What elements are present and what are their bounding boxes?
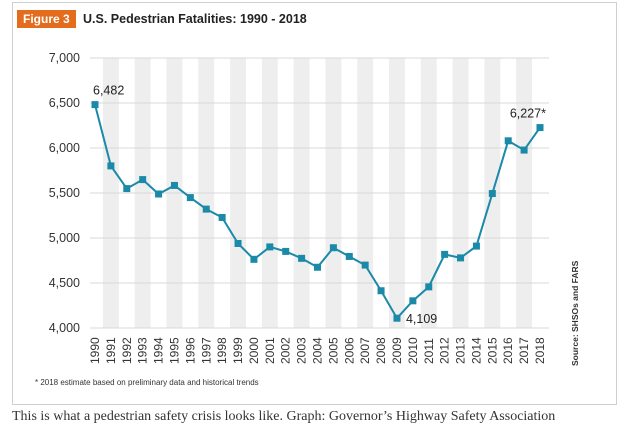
y-tick-label: 6,500 <box>49 96 80 110</box>
figure-badge: Figure 3 <box>17 10 76 28</box>
x-tick-label: 1992 <box>120 337 134 364</box>
data-point <box>504 137 512 145</box>
data-point <box>298 254 306 262</box>
data-point <box>520 146 528 154</box>
data-point <box>123 185 131 193</box>
data-point <box>425 283 433 291</box>
data-point <box>393 314 401 322</box>
x-tick-label: 1999 <box>231 337 245 364</box>
x-tick-label: 2018 <box>533 337 547 364</box>
data-point <box>345 252 353 260</box>
data-point <box>488 190 496 198</box>
x-tick-label: 2013 <box>454 337 468 364</box>
data-label: 6,482 <box>93 84 124 98</box>
x-tick-label: 2006 <box>342 337 356 364</box>
data-point <box>155 190 163 198</box>
x-tick-label: 2010 <box>406 337 420 364</box>
data-point <box>234 239 242 247</box>
y-tick-label: 7,000 <box>49 51 80 65</box>
x-tick-label: 1998 <box>215 337 229 364</box>
y-tick-label: 6,000 <box>49 141 80 155</box>
data-point <box>377 287 385 295</box>
x-tick-label: 2015 <box>485 337 499 364</box>
x-tick-label: 1995 <box>167 337 181 364</box>
x-tick-label: 2014 <box>469 337 483 364</box>
data-point <box>186 194 194 202</box>
x-tick-label: 1990 <box>88 337 102 364</box>
x-tick-label: 2005 <box>326 337 340 364</box>
x-tick-label: 2008 <box>374 337 388 364</box>
x-tick-label: 2003 <box>295 337 309 364</box>
caption: This is what a pedestrian safety crisis … <box>12 409 556 424</box>
data-point <box>536 124 544 132</box>
x-tick-label: 2007 <box>358 337 372 364</box>
data-point <box>282 247 290 255</box>
data-point <box>91 101 99 109</box>
x-tick-label: 2011 <box>422 338 436 364</box>
data-point <box>329 244 337 252</box>
x-tick-label: 2016 <box>501 337 515 364</box>
x-tick-label: 1994 <box>152 337 166 364</box>
y-tick-label: 4,000 <box>49 321 80 335</box>
x-tick-label: 2017 <box>517 337 531 364</box>
data-point <box>139 176 147 184</box>
y-tick-label: 5,000 <box>49 231 80 245</box>
data-point <box>409 297 417 305</box>
x-tick-label: 1993 <box>136 337 150 364</box>
data-point <box>202 205 210 213</box>
data-point <box>266 243 274 251</box>
data-point <box>361 261 369 269</box>
data-label: 6,227* <box>510 107 546 121</box>
y-tick-label: 5,500 <box>49 186 80 200</box>
x-tick-label: 1997 <box>199 337 213 364</box>
data-point <box>107 162 115 170</box>
data-point <box>170 181 178 189</box>
data-point <box>457 254 465 262</box>
x-tick-label: 2004 <box>311 337 325 364</box>
x-tick-label: 2000 <box>247 337 261 364</box>
x-tick-label: 2002 <box>279 337 293 364</box>
y-tick-label: 4,500 <box>49 276 80 290</box>
data-point <box>218 213 226 221</box>
x-tick-label: 2001 <box>263 337 277 364</box>
source-note: Source: SHSOs and FARS <box>570 260 580 366</box>
series-line <box>94 104 541 320</box>
data-point <box>441 250 449 258</box>
data-label: 4,109 <box>406 312 437 326</box>
data-point <box>472 242 480 250</box>
chart-title: U.S. Pedestrian Fatalities: 1990 - 2018 <box>83 12 307 26</box>
x-tick-label: 1991 <box>104 337 118 364</box>
footnote: * 2018 estimate based on preliminary dat… <box>35 378 259 387</box>
x-tick-label: 2009 <box>390 337 404 364</box>
data-point <box>250 255 258 263</box>
x-tick-label: 2012 <box>438 337 452 364</box>
x-tick-label: 1996 <box>183 337 197 364</box>
data-point <box>314 263 321 271</box>
